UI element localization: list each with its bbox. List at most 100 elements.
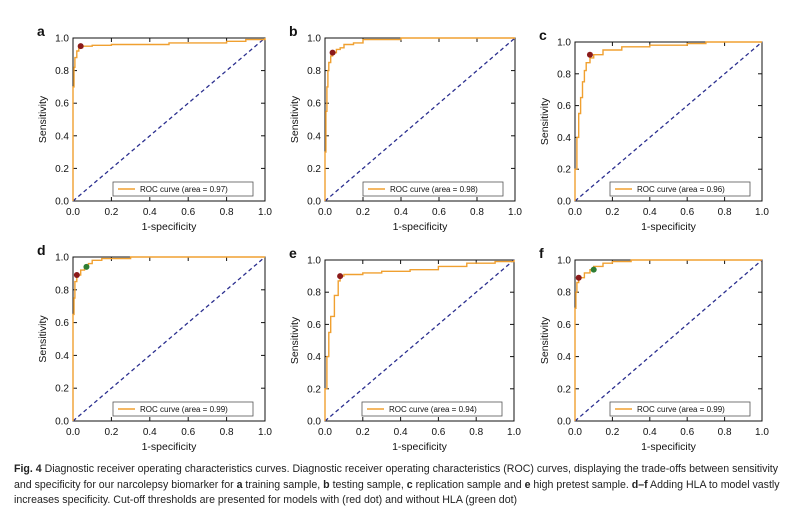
caption-text-3: testing sample, [329, 478, 407, 491]
y-tick-label: 0.4 [307, 352, 321, 363]
x-tick-label: 0.2 [356, 427, 370, 438]
caption-text-6: Adding HLA to model vastly increases spe… [14, 478, 780, 507]
cutoff-red-dot [329, 49, 336, 56]
caption-bold-a: a [236, 478, 243, 491]
y-tick-label: 0.6 [55, 318, 69, 329]
roc-panel-a: 0.0 0.2 0.4 0.6 0.8 1.0 0.0 0.2 0.4 0.6 0.8 1.0 1-sp… [37, 23, 272, 233]
y-tick-label: 0.4 [307, 131, 321, 142]
x-tick-label: 0.2 [104, 207, 118, 218]
legend-box [112, 181, 254, 197]
y-axis-label: Sensitivity [37, 315, 49, 363]
y-tick-label: 0.4 [557, 352, 571, 363]
roc-curve-line [574, 41, 762, 201]
x-tick-label: 0.4 [643, 427, 657, 438]
y-tick-label: 0.0 [55, 417, 69, 428]
x-tick-label: 0.6 [680, 427, 694, 438]
x-tick-label: 1.0 [508, 207, 522, 218]
x-tick-label: 0.6 [432, 207, 446, 218]
plot-frame [574, 41, 763, 202]
x-tick-label: 0.6 [181, 207, 195, 218]
cutoff-red-dot [77, 43, 84, 50]
x-tick-label: 0.8 [470, 207, 484, 218]
y-tick-label: 0.0 [557, 197, 571, 208]
y-tick-label: 1.0 [55, 253, 69, 264]
legend-box [361, 401, 503, 417]
x-tick-label: 0.0 [318, 427, 332, 438]
y-tick-label: 0.6 [55, 99, 69, 110]
roc-curve-line [72, 256, 265, 421]
y-tick-label: 0.8 [307, 288, 321, 299]
legend-label: ROC curve (area = 0.99) [637, 405, 725, 414]
y-tick-label: 0.6 [307, 320, 321, 331]
y-axis-label: Sensitivity [289, 316, 301, 364]
y-tick-label: 1.0 [307, 256, 321, 267]
roc-panel-d: 0.0 0.2 0.4 0.6 0.8 1.0 0.0 0.2 0.4 0.6 0.8 1.0 1-sp… [37, 242, 272, 453]
legend-label: ROC curve (area = 0.98) [390, 185, 478, 194]
chance-diagonal-line [574, 41, 763, 202]
y-tick-label: 0.8 [55, 66, 69, 77]
plot-frame [324, 259, 515, 422]
x-tick-label: 0.6 [680, 207, 694, 218]
y-tick-label: 0.4 [557, 133, 571, 144]
y-tick-label: 0.6 [307, 99, 321, 110]
y-tick-label: 1.0 [557, 38, 571, 49]
y-tick-label: 1.0 [307, 34, 321, 45]
x-tick-label: 0.2 [605, 427, 619, 438]
y-tick-label: 0.0 [55, 197, 69, 208]
x-axis-label: 1-specificity [142, 221, 198, 233]
caption-text-4: replication sample and [412, 478, 525, 491]
caption-text-2: training sample, [242, 478, 324, 491]
y-tick-label: 0.0 [307, 197, 321, 208]
y-axis-label: Sensitivity [289, 95, 301, 143]
legend-box [362, 181, 504, 197]
x-tick-label: 0.0 [568, 207, 582, 218]
chance-diagonal-line [574, 259, 763, 422]
chance-diagonal-line [72, 37, 266, 202]
y-tick-label: 0.2 [307, 384, 321, 395]
x-tick-label: 0.8 [220, 427, 234, 438]
y-tick-label: 0.2 [307, 164, 321, 175]
x-axis-label: 1-specificity [641, 441, 697, 453]
y-tick-label: 0.2 [557, 165, 571, 176]
x-axis-label: 1-specificity [392, 441, 448, 453]
roc-panel-e: 0.0 0.2 0.4 0.6 0.8 1.0 0.0 0.2 0.4 0.6 0.8 1.0 1-sp… [289, 245, 521, 453]
legend-label: ROC curve (area = 0.94) [389, 405, 477, 414]
y-axis-label: Sensitivity [37, 95, 49, 143]
caption-label: Fig. 4 [14, 463, 42, 475]
y-tick-label: 0.2 [55, 384, 69, 395]
x-tick-label: 0.2 [605, 207, 619, 218]
x-tick-label: 1.0 [755, 427, 769, 438]
y-tick-label: 0.8 [307, 66, 321, 77]
y-tick-label: 0.0 [307, 417, 321, 428]
y-axis-label: Sensitivity [539, 316, 551, 364]
x-tick-label: 0.6 [181, 427, 195, 438]
chance-diagonal-line [324, 37, 516, 202]
x-tick-label: 0.8 [220, 207, 234, 218]
x-axis-label: 1-specificity [641, 221, 697, 233]
x-tick-label: 0.6 [431, 427, 445, 438]
x-tick-label: 0.0 [318, 207, 332, 218]
cutoff-red-dot [73, 272, 80, 279]
y-tick-label: 0.4 [55, 351, 69, 362]
legend-box [609, 181, 751, 197]
x-tick-label: 0.4 [394, 207, 408, 218]
roc-curve-line [324, 260, 515, 421]
cutoff-green-dot [590, 266, 597, 273]
x-tick-label: 0.8 [469, 427, 483, 438]
y-tick-label: 0.6 [557, 320, 571, 331]
x-tick-label: 0.4 [394, 427, 408, 438]
caption-text-1: Diagnostic receiver operating characteri… [14, 463, 779, 491]
y-axis-label: Sensitivity [539, 97, 551, 145]
x-tick-label: 0.0 [568, 427, 582, 438]
roc-panel-b: 0.0 0.2 0.4 0.6 0.8 1.0 0.0 0.2 0.4 0.6 0.8 1.0 1-sp… [289, 23, 522, 233]
panel-letter: e [289, 245, 297, 261]
caption-bold-e: e [524, 478, 531, 491]
cutoff-red-dot [586, 51, 593, 58]
legend-label: ROC curve (area = 0.97) [140, 185, 228, 194]
chance-diagonal-line [324, 259, 515, 422]
roc-curve-line [574, 259, 762, 421]
panel-letter: c [539, 27, 547, 43]
y-tick-label: 0.0 [557, 417, 571, 428]
y-tick-label: 1.0 [557, 256, 571, 267]
y-tick-label: 0.4 [55, 131, 69, 142]
